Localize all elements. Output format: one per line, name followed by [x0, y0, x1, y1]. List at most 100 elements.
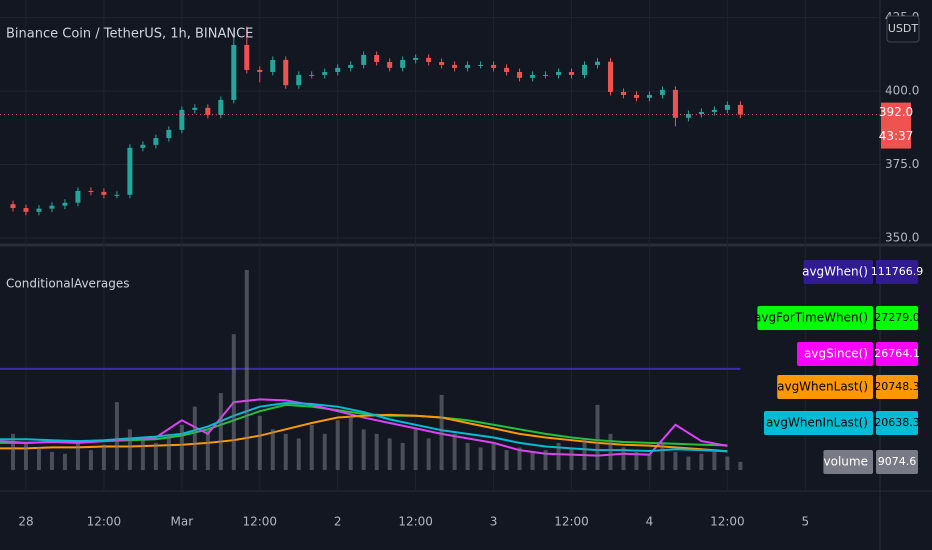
candle-body	[607, 61, 613, 92]
volume-bar	[660, 442, 665, 471]
candle-body	[569, 71, 575, 75]
legend-name-box	[757, 306, 873, 330]
legend-value-box	[876, 411, 918, 435]
candle-body	[711, 109, 717, 112]
countdown: 43:37	[879, 129, 914, 143]
volume-bar	[192, 406, 197, 471]
volume-bar	[478, 447, 483, 471]
volume-bar	[335, 420, 340, 471]
candle-body	[387, 61, 393, 68]
legend-name: avgWhenInLast()	[766, 416, 868, 430]
candle-body	[322, 71, 328, 75]
volume-bar	[374, 433, 379, 471]
volume-bar	[491, 442, 496, 471]
price-label-box	[881, 102, 911, 149]
legend-value-box	[876, 342, 918, 366]
volume-bar	[517, 447, 522, 471]
indicator-line	[0, 402, 728, 453]
legend-name-box	[823, 450, 873, 474]
price-label: 392.0	[879, 105, 913, 119]
candle-body	[270, 59, 276, 72]
volume-bar	[257, 415, 262, 471]
y-tick-label: 350.0	[885, 231, 919, 245]
candle-body	[218, 99, 224, 115]
volume-bar	[686, 456, 691, 471]
volume-bar	[88, 450, 93, 471]
currency-button	[886, 15, 920, 43]
volume-bar	[205, 429, 210, 471]
candle-body	[685, 114, 691, 118]
chart-title: Binance Coin / TetherUS, 1h, BINANCE	[6, 27, 253, 42]
volume-bar	[244, 269, 249, 471]
candle-body	[62, 202, 68, 206]
volume-bar	[179, 424, 184, 471]
candle-body	[348, 64, 354, 68]
volume-bar	[426, 438, 431, 471]
candle-body	[439, 61, 445, 65]
volume-bar	[413, 429, 418, 471]
candle-body	[594, 61, 600, 65]
volume-bar	[361, 429, 366, 471]
candle-body	[530, 74, 536, 78]
candle-body	[244, 44, 250, 70]
legend-name: avgForTimeWhen()	[754, 311, 868, 325]
candle-body	[646, 94, 652, 98]
legend-name: volume	[824, 455, 868, 469]
volume-bar	[582, 438, 587, 471]
indicator-line	[0, 413, 728, 453]
candle-body	[296, 74, 302, 86]
legend-name-box	[797, 342, 873, 366]
volume-bar	[400, 442, 405, 471]
currency-button-label[interactable]: USDT	[888, 22, 919, 35]
y-tick-label: 375.0	[885, 157, 919, 171]
grid	[0, 0, 880, 490]
candle-body	[140, 144, 146, 148]
volume-bar	[231, 334, 236, 471]
volume-bar	[543, 450, 548, 471]
volume-bar	[465, 442, 470, 471]
volume-bar	[114, 402, 119, 471]
volume-bar	[140, 438, 145, 471]
candle-body	[309, 74, 315, 76]
volume-bar	[621, 447, 626, 471]
candle-body	[23, 208, 29, 212]
candle-body	[10, 204, 16, 209]
x-tick-label: 2	[334, 515, 342, 529]
candle-body	[698, 111, 704, 115]
candle-body	[413, 57, 419, 60]
volume-bar	[569, 447, 574, 471]
volume-bar	[153, 442, 158, 471]
x-tick-label: 12:00	[710, 515, 745, 529]
volume-bar	[452, 433, 457, 471]
volume-bar	[556, 442, 561, 471]
legend-value: 20638.3	[874, 416, 920, 429]
legend-name-box	[764, 411, 873, 435]
candle-body	[659, 89, 665, 95]
volume-bar	[387, 438, 392, 471]
x-tick-label: 12:00	[242, 515, 277, 529]
volume-bar	[166, 433, 171, 471]
candle-body	[672, 89, 678, 118]
candle-body	[36, 208, 42, 212]
candle-body	[478, 64, 484, 66]
candle-body	[504, 67, 510, 72]
x-tick-label: 12:00	[87, 515, 122, 529]
volume-bar	[530, 451, 535, 471]
legend-value: 20748.3	[874, 380, 920, 393]
candle-body	[737, 104, 743, 115]
candle-body	[49, 205, 55, 209]
candle-body	[620, 91, 626, 95]
candle-body	[633, 94, 639, 98]
candle-body	[114, 194, 120, 196]
candle-body	[335, 67, 341, 72]
candle-body	[153, 138, 159, 145]
candle-body	[192, 107, 198, 110]
legend-name: avgWhenLast()	[777, 380, 868, 394]
legend-value: 111766.9	[871, 265, 924, 278]
candle-body	[452, 64, 458, 68]
volume-bar	[283, 433, 288, 471]
volume-bar	[699, 453, 704, 471]
volume-bar	[62, 453, 67, 471]
volume-bar	[127, 429, 132, 471]
legend-name-box	[803, 260, 873, 284]
